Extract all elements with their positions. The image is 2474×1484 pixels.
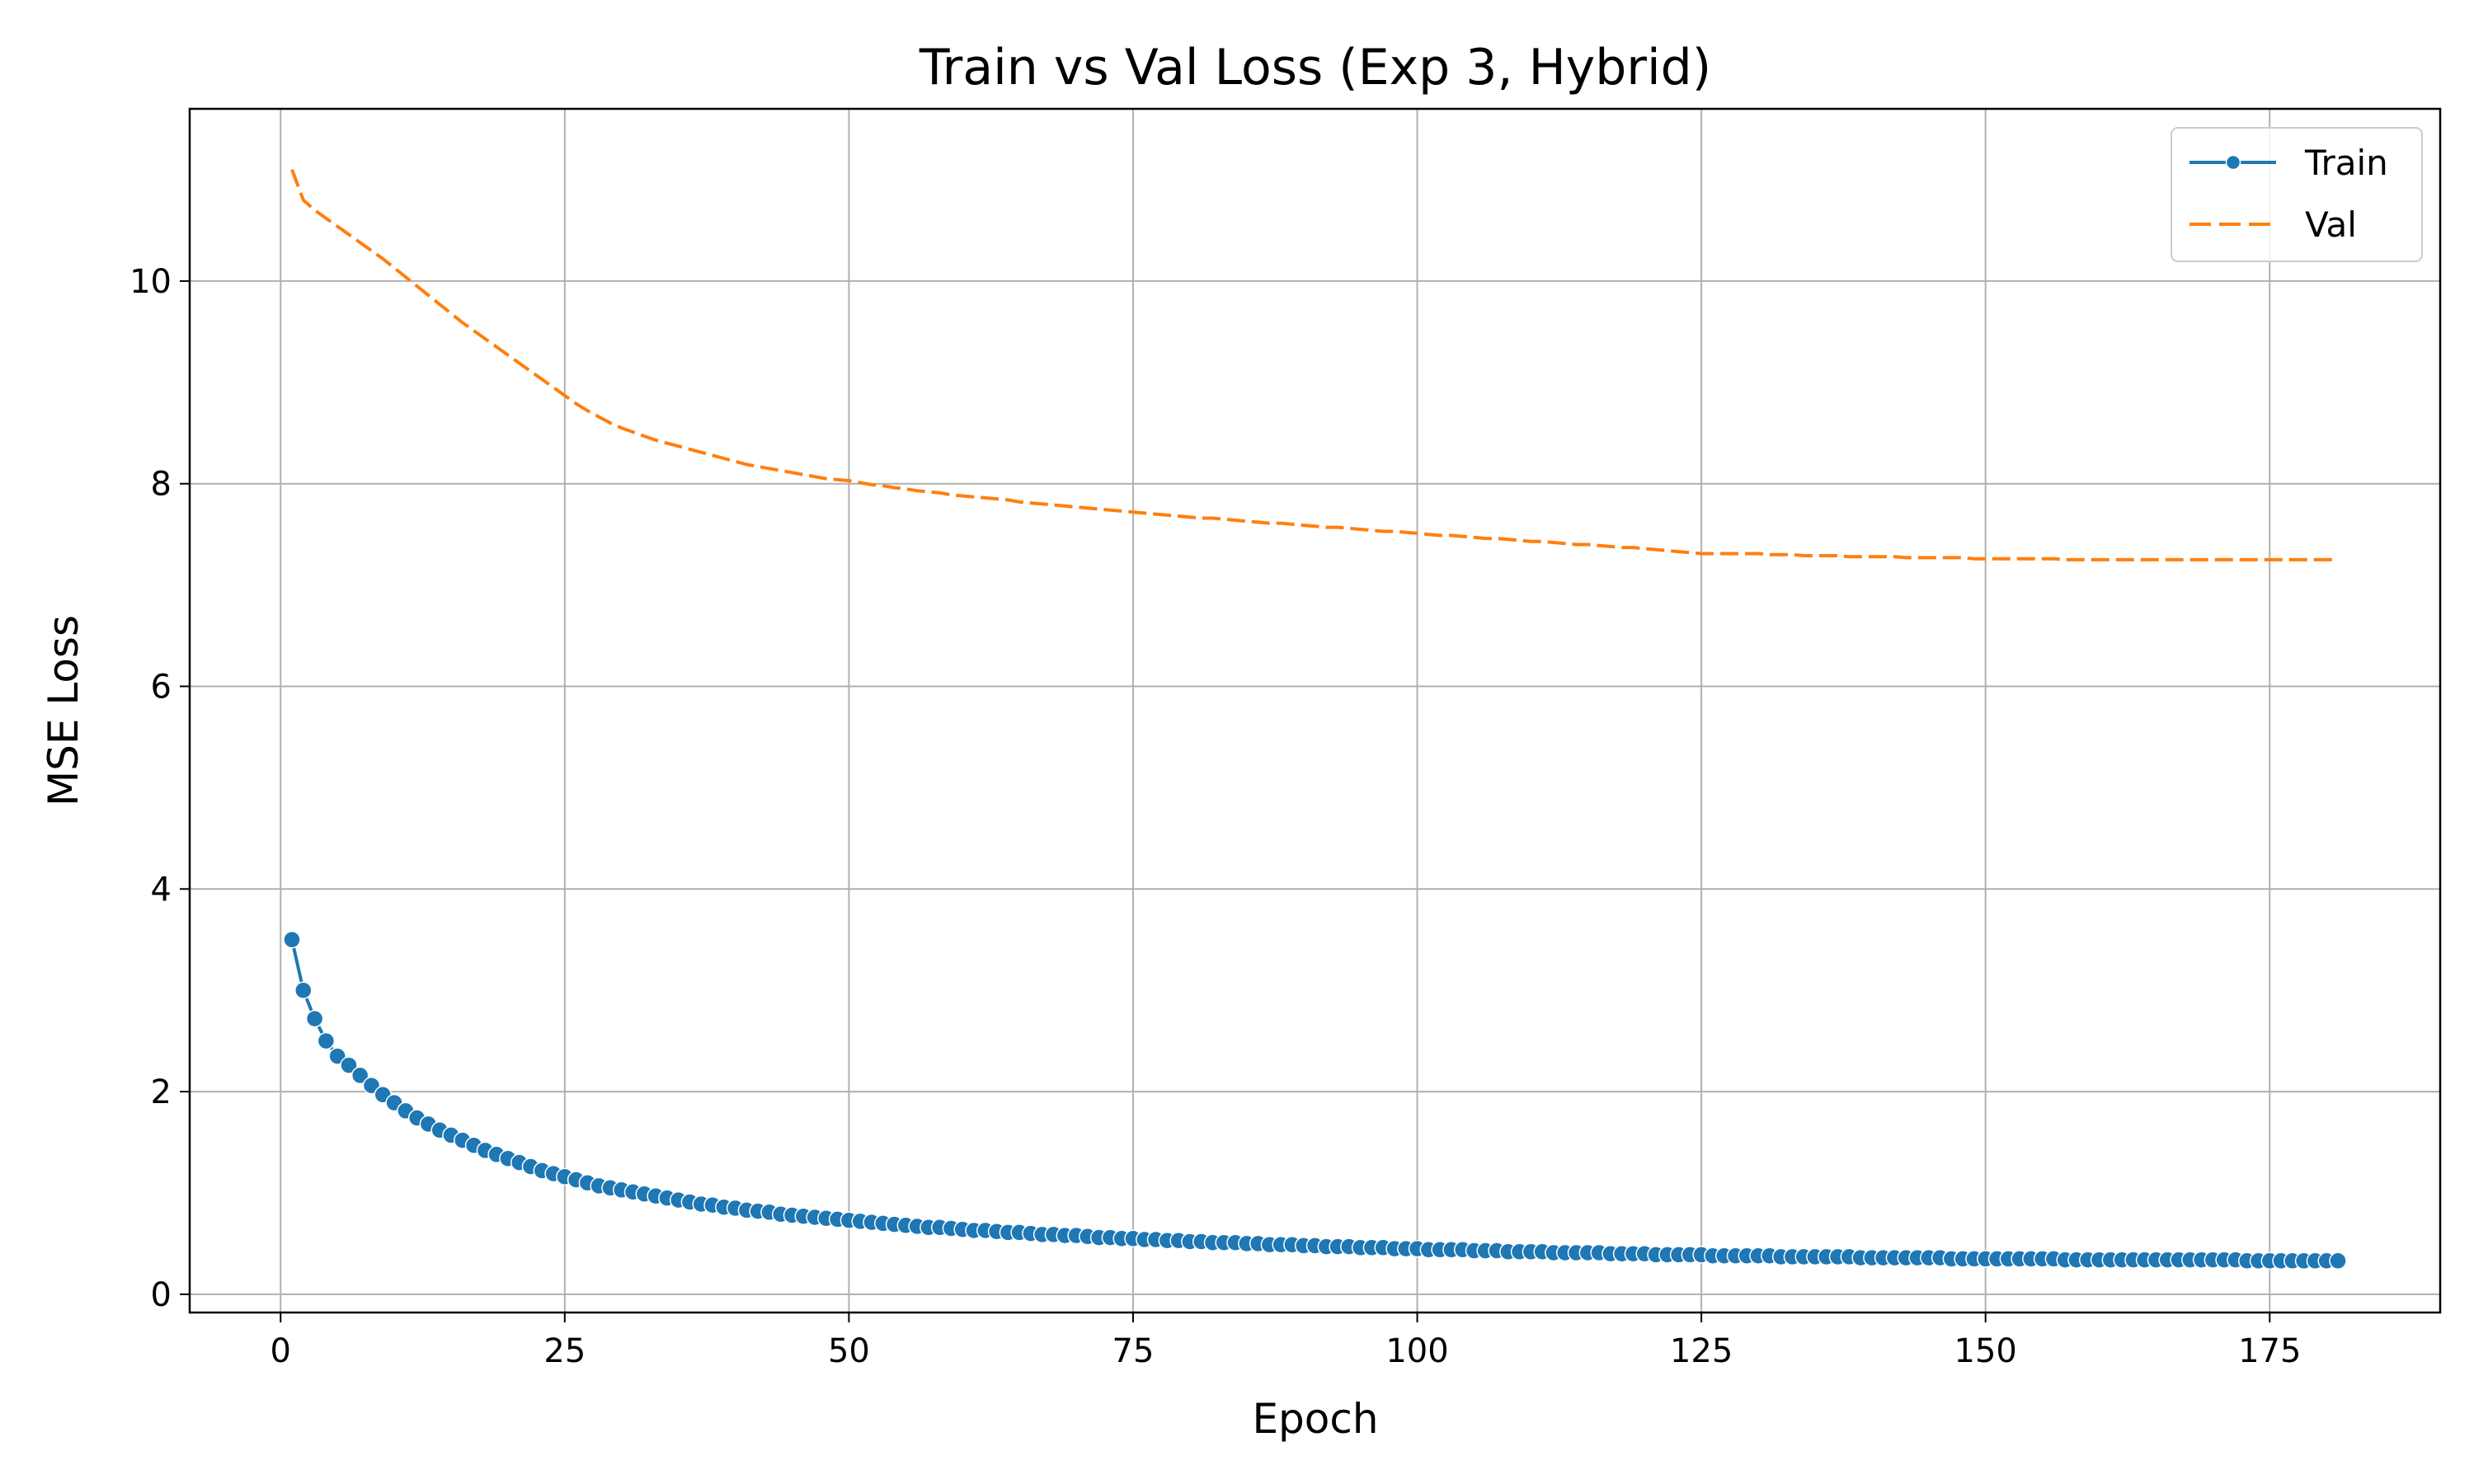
train-point <box>350 1066 369 1085</box>
train-point <box>294 981 313 999</box>
y-axis-label: MSE Loss <box>40 615 87 806</box>
x-tick-label: 125 <box>1670 1332 1733 1370</box>
chart-title: Train vs Val Loss (Exp 3, Hybrid) <box>919 39 1711 96</box>
train-point <box>283 930 301 949</box>
legend-val-label: Val <box>2305 204 2357 245</box>
y-tick-label: 0 <box>151 1276 172 1314</box>
axes-frame <box>188 107 2442 1314</box>
y-tick-label: 2 <box>151 1073 172 1111</box>
x-tick-label: 150 <box>1954 1332 2017 1370</box>
grid <box>190 109 2440 1313</box>
train-point <box>2329 1252 2347 1270</box>
val-series-line <box>290 168 2338 561</box>
y-tick-label: 6 <box>151 669 172 707</box>
train-point <box>340 1056 358 1074</box>
x-tick-label: 50 <box>828 1332 870 1370</box>
y-tick-label: 4 <box>151 871 172 909</box>
ticks: 0 25 50 75 100 125 150 175 0 2 4 6 8 10 <box>129 263 2301 1370</box>
x-tick-label: 25 <box>543 1332 586 1370</box>
x-tick-label: 0 <box>270 1332 291 1370</box>
x-tick-label: 100 <box>1385 1332 1448 1370</box>
train-point <box>305 1009 324 1028</box>
x-tick-label: 175 <box>2238 1332 2301 1370</box>
x-axis-label: Epoch <box>1252 1395 1378 1443</box>
legend-train-label: Train <box>2304 143 2388 183</box>
legend-train-marker <box>2225 154 2241 171</box>
x-tick-label: 75 <box>1112 1332 1155 1370</box>
y-tick-label: 8 <box>151 466 172 504</box>
train-point <box>317 1031 336 1050</box>
y-tick-label: 10 <box>129 263 172 301</box>
plot-area <box>283 168 2347 1270</box>
legend: Train Val <box>2171 127 2423 262</box>
